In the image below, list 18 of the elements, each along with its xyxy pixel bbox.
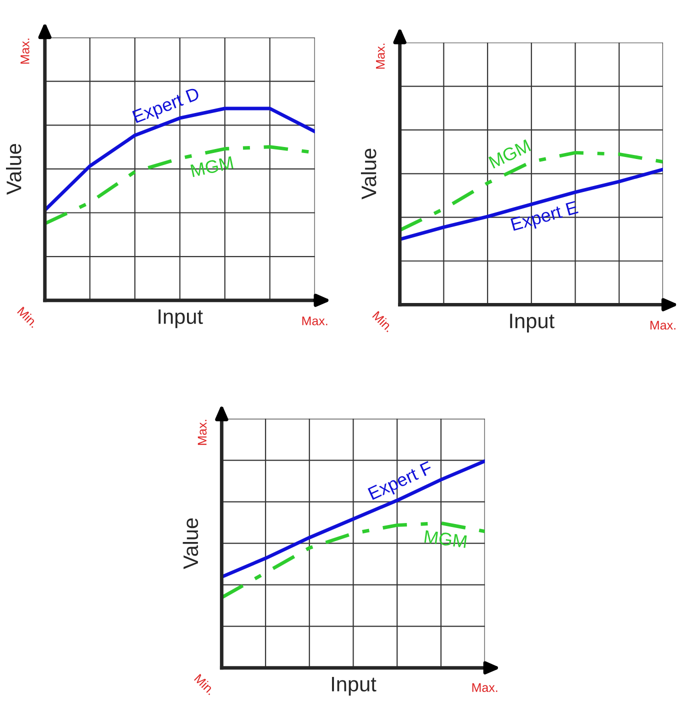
text: Expert D bbox=[132, 87, 202, 127]
text: MGM bbox=[488, 139, 531, 169]
text: Max. bbox=[198, 420, 207, 445]
x-axis-title: Input bbox=[158, 309, 203, 328]
text: MGM bbox=[190, 156, 234, 178]
y-axis-title: Value bbox=[360, 148, 376, 200]
text: Max. bbox=[20, 38, 30, 64]
x-axis-title: Input bbox=[510, 314, 554, 332]
y-axis-title: Value bbox=[6, 144, 22, 195]
text: Max. bbox=[650, 320, 676, 330]
text: Expert E bbox=[510, 200, 580, 234]
x-axis-title: Input bbox=[332, 676, 376, 696]
y-axis-title: Value bbox=[182, 518, 198, 570]
text: MGM bbox=[424, 530, 467, 548]
text: Max. bbox=[302, 316, 328, 326]
text: Min. bbox=[194, 674, 216, 696]
text: Max. bbox=[376, 44, 385, 69]
text: Max. bbox=[472, 683, 498, 692]
